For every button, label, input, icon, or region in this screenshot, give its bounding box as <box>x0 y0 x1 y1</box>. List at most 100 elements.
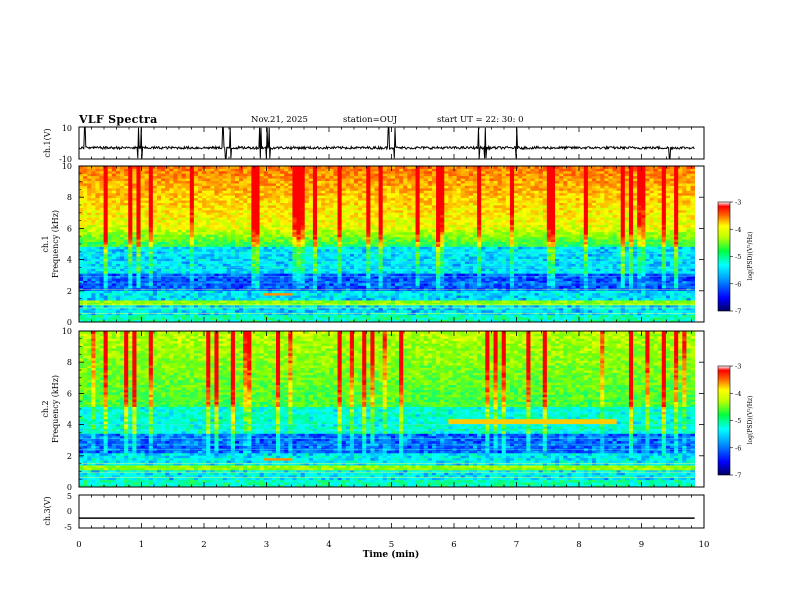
spectrogram-cell <box>210 225 215 228</box>
spectrogram-cell <box>288 310 293 313</box>
spectrogram-cell <box>375 178 380 181</box>
spectrogram-cell <box>292 210 297 213</box>
spectrogram-cell <box>297 207 302 210</box>
spectrogram-cell <box>313 210 318 213</box>
spectrogram-cell <box>350 168 355 171</box>
spectrogram-cell <box>79 215 84 218</box>
spectrogram-cell <box>317 290 322 293</box>
spectrogram-cell <box>338 225 343 228</box>
spectrogram-cell <box>264 249 269 252</box>
spectrogram-cell <box>95 212 100 215</box>
spectrogram-cell <box>141 264 146 267</box>
spectrogram-cell <box>190 256 195 259</box>
spectrogram-cell <box>383 203 388 206</box>
spectrogram-cell <box>268 310 273 313</box>
spectrogram-cell <box>346 215 351 218</box>
spectrogram-cell <box>309 168 314 171</box>
spectrogram-cell <box>153 315 158 318</box>
spectrogram-cell <box>206 229 211 232</box>
spectrogram-cell <box>268 188 273 191</box>
spectrogram-cell <box>305 222 310 225</box>
spectrogram-cell <box>149 298 154 301</box>
spectrogram-cell <box>255 207 259 210</box>
spectrogram-cell <box>305 225 310 228</box>
spectrogram-cell <box>112 244 117 247</box>
spectrogram-cell <box>165 212 170 215</box>
spectrogram-cell <box>214 227 219 230</box>
spectrogram-cell <box>186 168 191 171</box>
spectrogram-cell <box>173 232 178 235</box>
spectrogram-cell <box>251 225 256 228</box>
spectrogram-cell <box>387 232 392 235</box>
spectrogram-cell <box>153 244 158 247</box>
spectrogram-cell <box>362 283 367 286</box>
spectrogram-cell <box>95 244 100 247</box>
spectrogram-cell <box>223 271 228 274</box>
spectrogram-cell <box>370 203 375 206</box>
spectrogram-cell <box>198 222 203 225</box>
spectrogram-cell <box>288 298 293 301</box>
spectrogram-cell <box>292 212 297 215</box>
spectrogram-cell <box>321 212 326 215</box>
spectrogram-cell <box>219 229 224 232</box>
spectrogram-cell <box>145 242 150 245</box>
spectrogram-cell <box>346 178 351 181</box>
spectrogram-cell <box>235 244 240 247</box>
spectrogram-cell <box>182 237 187 240</box>
spectrogram-cell <box>95 178 100 181</box>
spectrogram-cell <box>165 171 170 174</box>
spectrogram-cell <box>219 171 224 174</box>
spectrogram-cell <box>301 190 306 193</box>
spectrogram-cell <box>182 268 187 271</box>
spectrogram-cell <box>239 193 244 196</box>
spectrogram-cell <box>317 278 322 281</box>
spectrogram-cell <box>317 251 322 254</box>
spectrogram-cell <box>149 227 154 230</box>
spectrogram-cell <box>178 212 183 215</box>
spectrogram-cell <box>136 207 141 210</box>
spectrogram-cell <box>379 244 384 247</box>
spectrogram-cell <box>313 273 318 276</box>
spectrogram-cell <box>276 249 281 252</box>
spectrogram-cell <box>100 234 105 237</box>
spectrogram-cell <box>186 232 191 235</box>
spectrogram-cell <box>157 190 162 193</box>
spectrogram-cell <box>383 315 388 318</box>
spectrogram-cell <box>338 278 343 281</box>
spectrogram-cell <box>161 239 166 242</box>
spectrogram-cell <box>219 310 224 313</box>
spectrogram-cell <box>317 181 322 184</box>
spectrogram-cell <box>214 205 219 208</box>
spectrogram-cell <box>100 215 105 218</box>
spectrogram-cell <box>95 176 100 179</box>
spectrogram-cell <box>120 242 125 245</box>
spectrogram-cell <box>87 229 92 232</box>
spectrogram-cell <box>387 190 392 193</box>
spectrogram-cell <box>178 210 183 213</box>
spectrogram-cell <box>387 246 392 249</box>
spectrogram-cell <box>87 207 92 210</box>
spectrogram-cell <box>210 315 215 318</box>
spectrogram-cell <box>284 200 289 203</box>
spectrogram-cell <box>239 278 244 281</box>
spectrogram-cell <box>239 173 244 176</box>
spectrogram-cell <box>210 205 215 208</box>
spectrogram-cell <box>124 300 128 303</box>
spectrogram-cell <box>223 188 228 191</box>
spectrogram-cell <box>358 215 363 218</box>
spectrogram-cell <box>255 212 259 215</box>
spectrogram-cell <box>309 232 314 235</box>
spectrogram-cell <box>362 183 367 186</box>
spectrogram-cell <box>350 264 355 267</box>
spectrogram-cell <box>120 193 125 196</box>
spectrogram-cell <box>79 178 84 181</box>
spectrogram-cell <box>153 256 158 259</box>
spectrogram-cell <box>108 256 113 259</box>
spectrogram-cell <box>370 215 375 218</box>
spectrogram-cell <box>223 190 228 193</box>
spectrogram-cell <box>288 293 293 296</box>
spectrogram-cell <box>292 256 297 259</box>
spectrogram-cell <box>104 290 109 293</box>
spectrogram-cell <box>219 283 224 286</box>
spectrogram-cell <box>305 173 310 176</box>
